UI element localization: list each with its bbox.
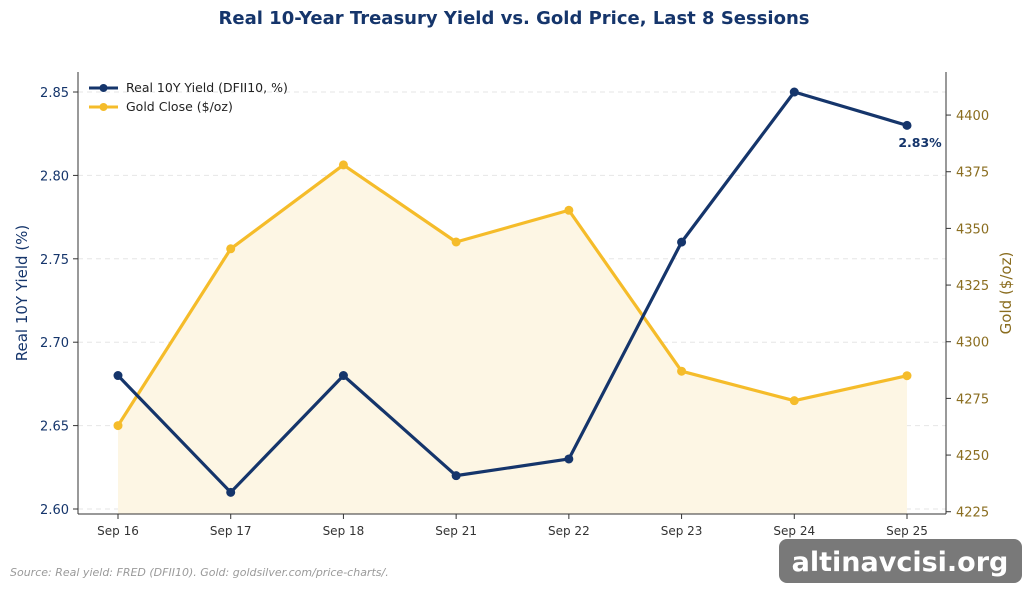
y-axis-right-label: Gold ($/oz) [997, 252, 1015, 335]
gold-point [113, 421, 123, 431]
x-tick-label: Sep 22 [548, 524, 590, 538]
legend: Real 10Y Yield (DFII10, %) Gold Close ($… [89, 80, 288, 114]
x-tick-label: Sep 25 [886, 524, 928, 538]
x-tick-label: Sep 16 [97, 524, 139, 538]
left-tick-label: 2.80 [40, 169, 69, 184]
gold-point [789, 396, 799, 406]
legend-gold-label: Gold Close ($/oz) [126, 99, 233, 114]
legend-yield-label: Real 10Y Yield (DFII10, %) [126, 80, 288, 95]
legend-gold-marker [99, 103, 108, 111]
right-tick-label: 4275 [956, 392, 989, 407]
gold-area [118, 164, 907, 514]
series-lines [116, 90, 909, 494]
gold-point [226, 244, 236, 254]
yield-point [113, 371, 123, 381]
yield-line [116, 90, 909, 494]
x-tick-label: Sep 23 [661, 524, 703, 538]
left-tick-label: 2.85 [40, 86, 69, 101]
right-tick-label: 4375 [956, 166, 989, 181]
series-points [113, 87, 912, 497]
gold-point [564, 205, 574, 215]
yield-point [338, 371, 348, 381]
y-axis-left-label: Real 10Y Yield (%) [13, 225, 31, 362]
watermark-badge: altinavcisi.org [779, 539, 1022, 583]
chart-title: Real 10-Year Treasury Yield vs. Gold Pri… [219, 8, 810, 29]
x-axis-ticks: Sep 16 Sep 17 Sep 18 Sep 21 Sep 22 Sep 23 Sep … [97, 514, 928, 538]
watermark-text: altinavcisi.org [792, 547, 1009, 578]
right-tick-label: 4400 [956, 109, 989, 124]
x-tick-label: Sep 21 [435, 524, 477, 538]
gold-area-layer [118, 164, 907, 514]
right-tick-label: 4225 [956, 506, 989, 521]
legend-yield-marker [99, 84, 108, 92]
gold-line [116, 163, 909, 428]
left-axis-ticks: 2.60 2.65 2.70 2.75 2.80 2.85 [40, 86, 78, 518]
yield-point [451, 471, 461, 481]
gold-point [338, 160, 348, 170]
yield-point [226, 487, 236, 497]
left-tick-label: 2.60 [40, 503, 69, 518]
yield-point [902, 120, 912, 130]
right-tick-label: 4325 [956, 279, 989, 294]
gold-point [902, 371, 912, 381]
gold-point [451, 237, 461, 247]
source-note: Source: Real yield: FRED (DFII10). Gold:… [10, 566, 389, 579]
right-axis-ticks: 4225 4250 4275 4300 4325 4350 4375 4400 [946, 109, 989, 521]
left-tick-label: 2.70 [40, 336, 69, 351]
yield-point [564, 454, 574, 464]
x-tick-label: Sep 24 [773, 524, 815, 538]
right-tick-label: 4250 [956, 449, 989, 464]
left-tick-label: 2.75 [40, 253, 69, 268]
yield-point [677, 237, 687, 247]
x-tick-label: Sep 17 [210, 524, 252, 538]
right-tick-label: 4350 [956, 222, 989, 237]
right-tick-label: 4300 [956, 336, 989, 351]
last-value-annotation: 2.83% [898, 135, 942, 150]
x-tick-label: Sep 18 [323, 524, 365, 538]
yield-point [789, 87, 799, 97]
gold-point [677, 366, 687, 376]
left-tick-label: 2.65 [40, 420, 69, 435]
watermark-background [779, 539, 1022, 583]
